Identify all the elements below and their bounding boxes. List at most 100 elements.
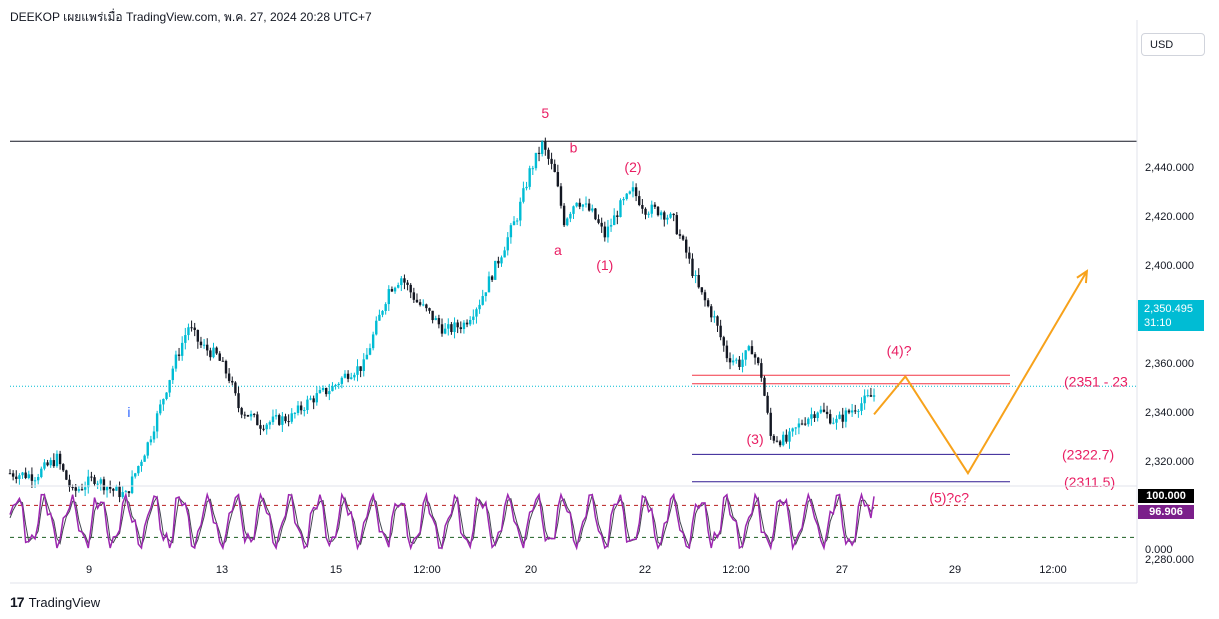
candle-body (209, 350, 212, 358)
candle-body (90, 476, 93, 478)
candle-body (603, 226, 607, 238)
candle-body (506, 237, 509, 251)
candle-body (641, 204, 644, 209)
candle-body (190, 327, 193, 329)
candle-body (437, 318, 441, 325)
candle-body (62, 464, 65, 471)
candle-body (829, 414, 832, 424)
candle-body (813, 414, 816, 418)
candle-body (537, 152, 541, 154)
candle-body (775, 440, 779, 442)
time-tick-label: 20 (525, 564, 537, 576)
candle-body (68, 479, 71, 488)
candle-body (378, 314, 381, 321)
candle-body (393, 287, 397, 292)
candle-body (625, 193, 628, 199)
candle-body (40, 468, 43, 478)
candle-body (841, 414, 844, 422)
candle-body (794, 427, 797, 429)
candle-body (118, 486, 121, 498)
tradingview-brand: TradingView (28, 594, 101, 610)
candle-body (74, 487, 77, 491)
candle-body (857, 410, 860, 412)
candle-body (105, 487, 109, 491)
wave-label: a (554, 242, 562, 258)
candle-body (659, 212, 663, 216)
candle-body (215, 347, 218, 354)
candle-body (753, 354, 757, 358)
candle-body (206, 344, 209, 351)
tradingview-logo-icon: 17 (10, 594, 25, 610)
time-tick-label: 12:00 (722, 564, 750, 576)
candle-body (58, 453, 62, 465)
candle-body (331, 386, 334, 392)
candle-body (143, 455, 146, 462)
currency-button[interactable]: USD (1141, 33, 1205, 56)
candle-body (490, 276, 494, 280)
candle-body (519, 201, 522, 221)
candle-body (462, 322, 466, 330)
candle-body (453, 322, 456, 332)
candle-body (265, 424, 268, 430)
wave-label: (1) (596, 257, 613, 273)
candle-body (472, 316, 475, 320)
candle-body (575, 202, 578, 207)
candle-body (83, 487, 87, 490)
candle-body (274, 415, 278, 417)
candle-body (52, 460, 56, 467)
candle-body (716, 316, 719, 326)
candle-body (544, 141, 547, 150)
candle-body (43, 462, 46, 469)
candle-body (406, 282, 409, 285)
candle-body (456, 322, 459, 328)
candle-body (422, 304, 425, 306)
candle-body (428, 308, 431, 311)
stochastic-pane: 0.000 (9, 485, 1173, 556)
candle-body (165, 392, 168, 399)
candle-body (146, 442, 149, 456)
candle-body (622, 198, 625, 201)
candle-body (221, 360, 225, 362)
candle-body (412, 292, 416, 300)
candle-body (634, 187, 638, 197)
candle-body (825, 411, 829, 415)
candle-body (231, 380, 234, 383)
candle-body (468, 319, 472, 325)
candle-body (631, 187, 635, 192)
candle-body (694, 275, 697, 277)
candle-body (531, 168, 535, 170)
candle-body (434, 318, 437, 321)
candle-body (149, 439, 153, 443)
candle-body (80, 489, 84, 491)
tradingview-footer[interactable]: 17 TradingView (10, 594, 100, 610)
candle-body (484, 292, 488, 297)
candle-body (431, 310, 434, 321)
candle-body (597, 219, 600, 223)
wave-label: i (127, 404, 130, 420)
candle-body (522, 188, 525, 202)
candle-body (669, 213, 672, 218)
candle-body (409, 284, 412, 293)
candle-body (243, 414, 246, 416)
candle-body (515, 220, 519, 222)
candle-body (299, 405, 303, 411)
candle-body (287, 421, 290, 423)
candle-body (343, 373, 347, 378)
candle-body (612, 215, 616, 226)
candle-body (854, 410, 857, 412)
candle-body (24, 472, 27, 478)
candle-body (303, 410, 306, 412)
candle-body (550, 158, 553, 164)
candle-body (371, 334, 375, 349)
stoch-d-line (9, 492, 875, 550)
chart-header: DEEKOP เผยแพร่เมื่อ TradingView.com, พ.ค… (10, 10, 372, 24)
candle-body (403, 278, 406, 283)
candle-body (33, 480, 37, 482)
candle-body (644, 208, 647, 215)
candle-body (540, 141, 544, 154)
candle-body (500, 257, 503, 264)
time-tick-label: 13 (216, 564, 228, 576)
candle-body (268, 422, 272, 425)
candle-body (700, 287, 704, 293)
